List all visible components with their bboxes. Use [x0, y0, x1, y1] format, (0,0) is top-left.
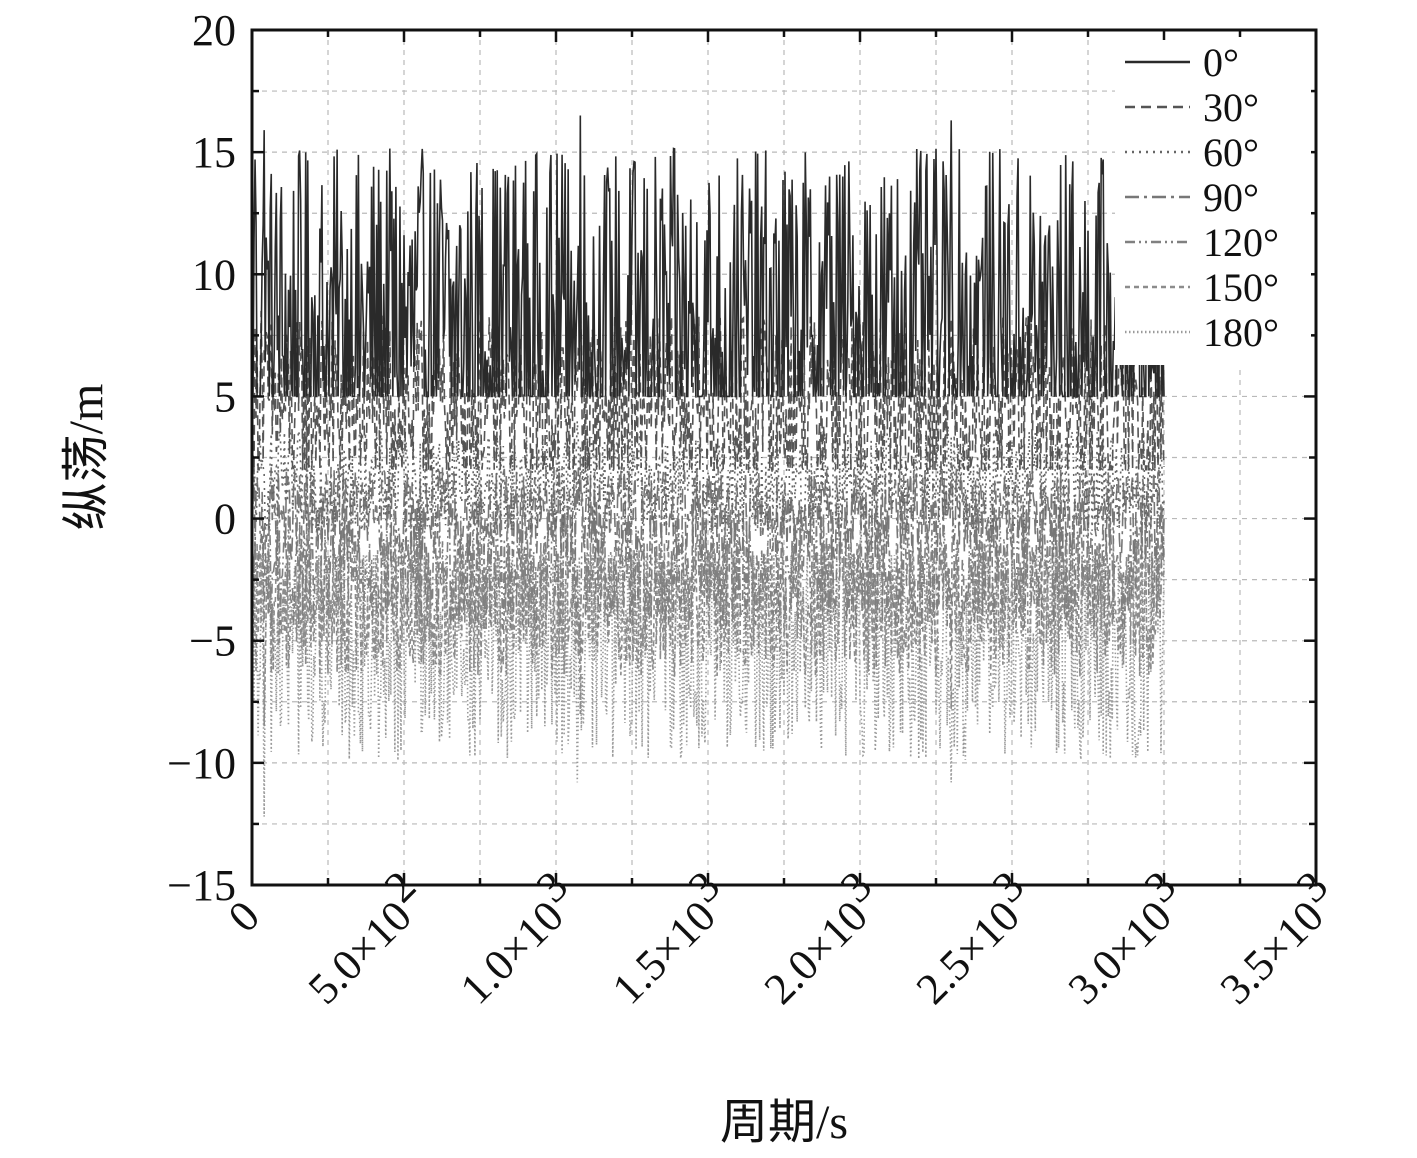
y-axis-title: 纵荡/m [60, 384, 113, 531]
legend-label: 90° [1203, 175, 1259, 220]
legend-label: 0° [1203, 40, 1239, 85]
legend-label: 30° [1203, 85, 1259, 130]
y-tick-label: 5 [214, 372, 236, 421]
y-tick-label: −15 [167, 861, 236, 910]
y-tick-label: −5 [189, 617, 236, 666]
series-line-60deg [251, 420, 1165, 534]
series-line-90deg [251, 457, 1165, 563]
series-line-0deg [251, 115, 1165, 398]
y-tick-label: 10 [192, 250, 236, 299]
x-axis-title: 周期/s [720, 1096, 848, 1149]
series-line-120deg [251, 505, 1165, 653]
legend-box [1115, 40, 1311, 365]
plot-frame [250, 28, 1318, 887]
y-tick-label: 20 [192, 6, 236, 55]
y-tick-label: 15 [192, 128, 236, 177]
y-tick-labels: 20 15 10 5 0 −5 −10 −15 [167, 6, 236, 910]
legend-label: 150° [1203, 265, 1279, 310]
legend-label: 180° [1203, 310, 1279, 355]
y-tick-label: −10 [167, 739, 236, 788]
y-tick-label: 0 [214, 495, 236, 544]
legend: 0°30°60°90°120°150°180° [1115, 40, 1311, 365]
legend-label: 60° [1203, 130, 1259, 175]
series-layer [251, 115, 1165, 817]
legend-label: 120° [1203, 220, 1279, 265]
